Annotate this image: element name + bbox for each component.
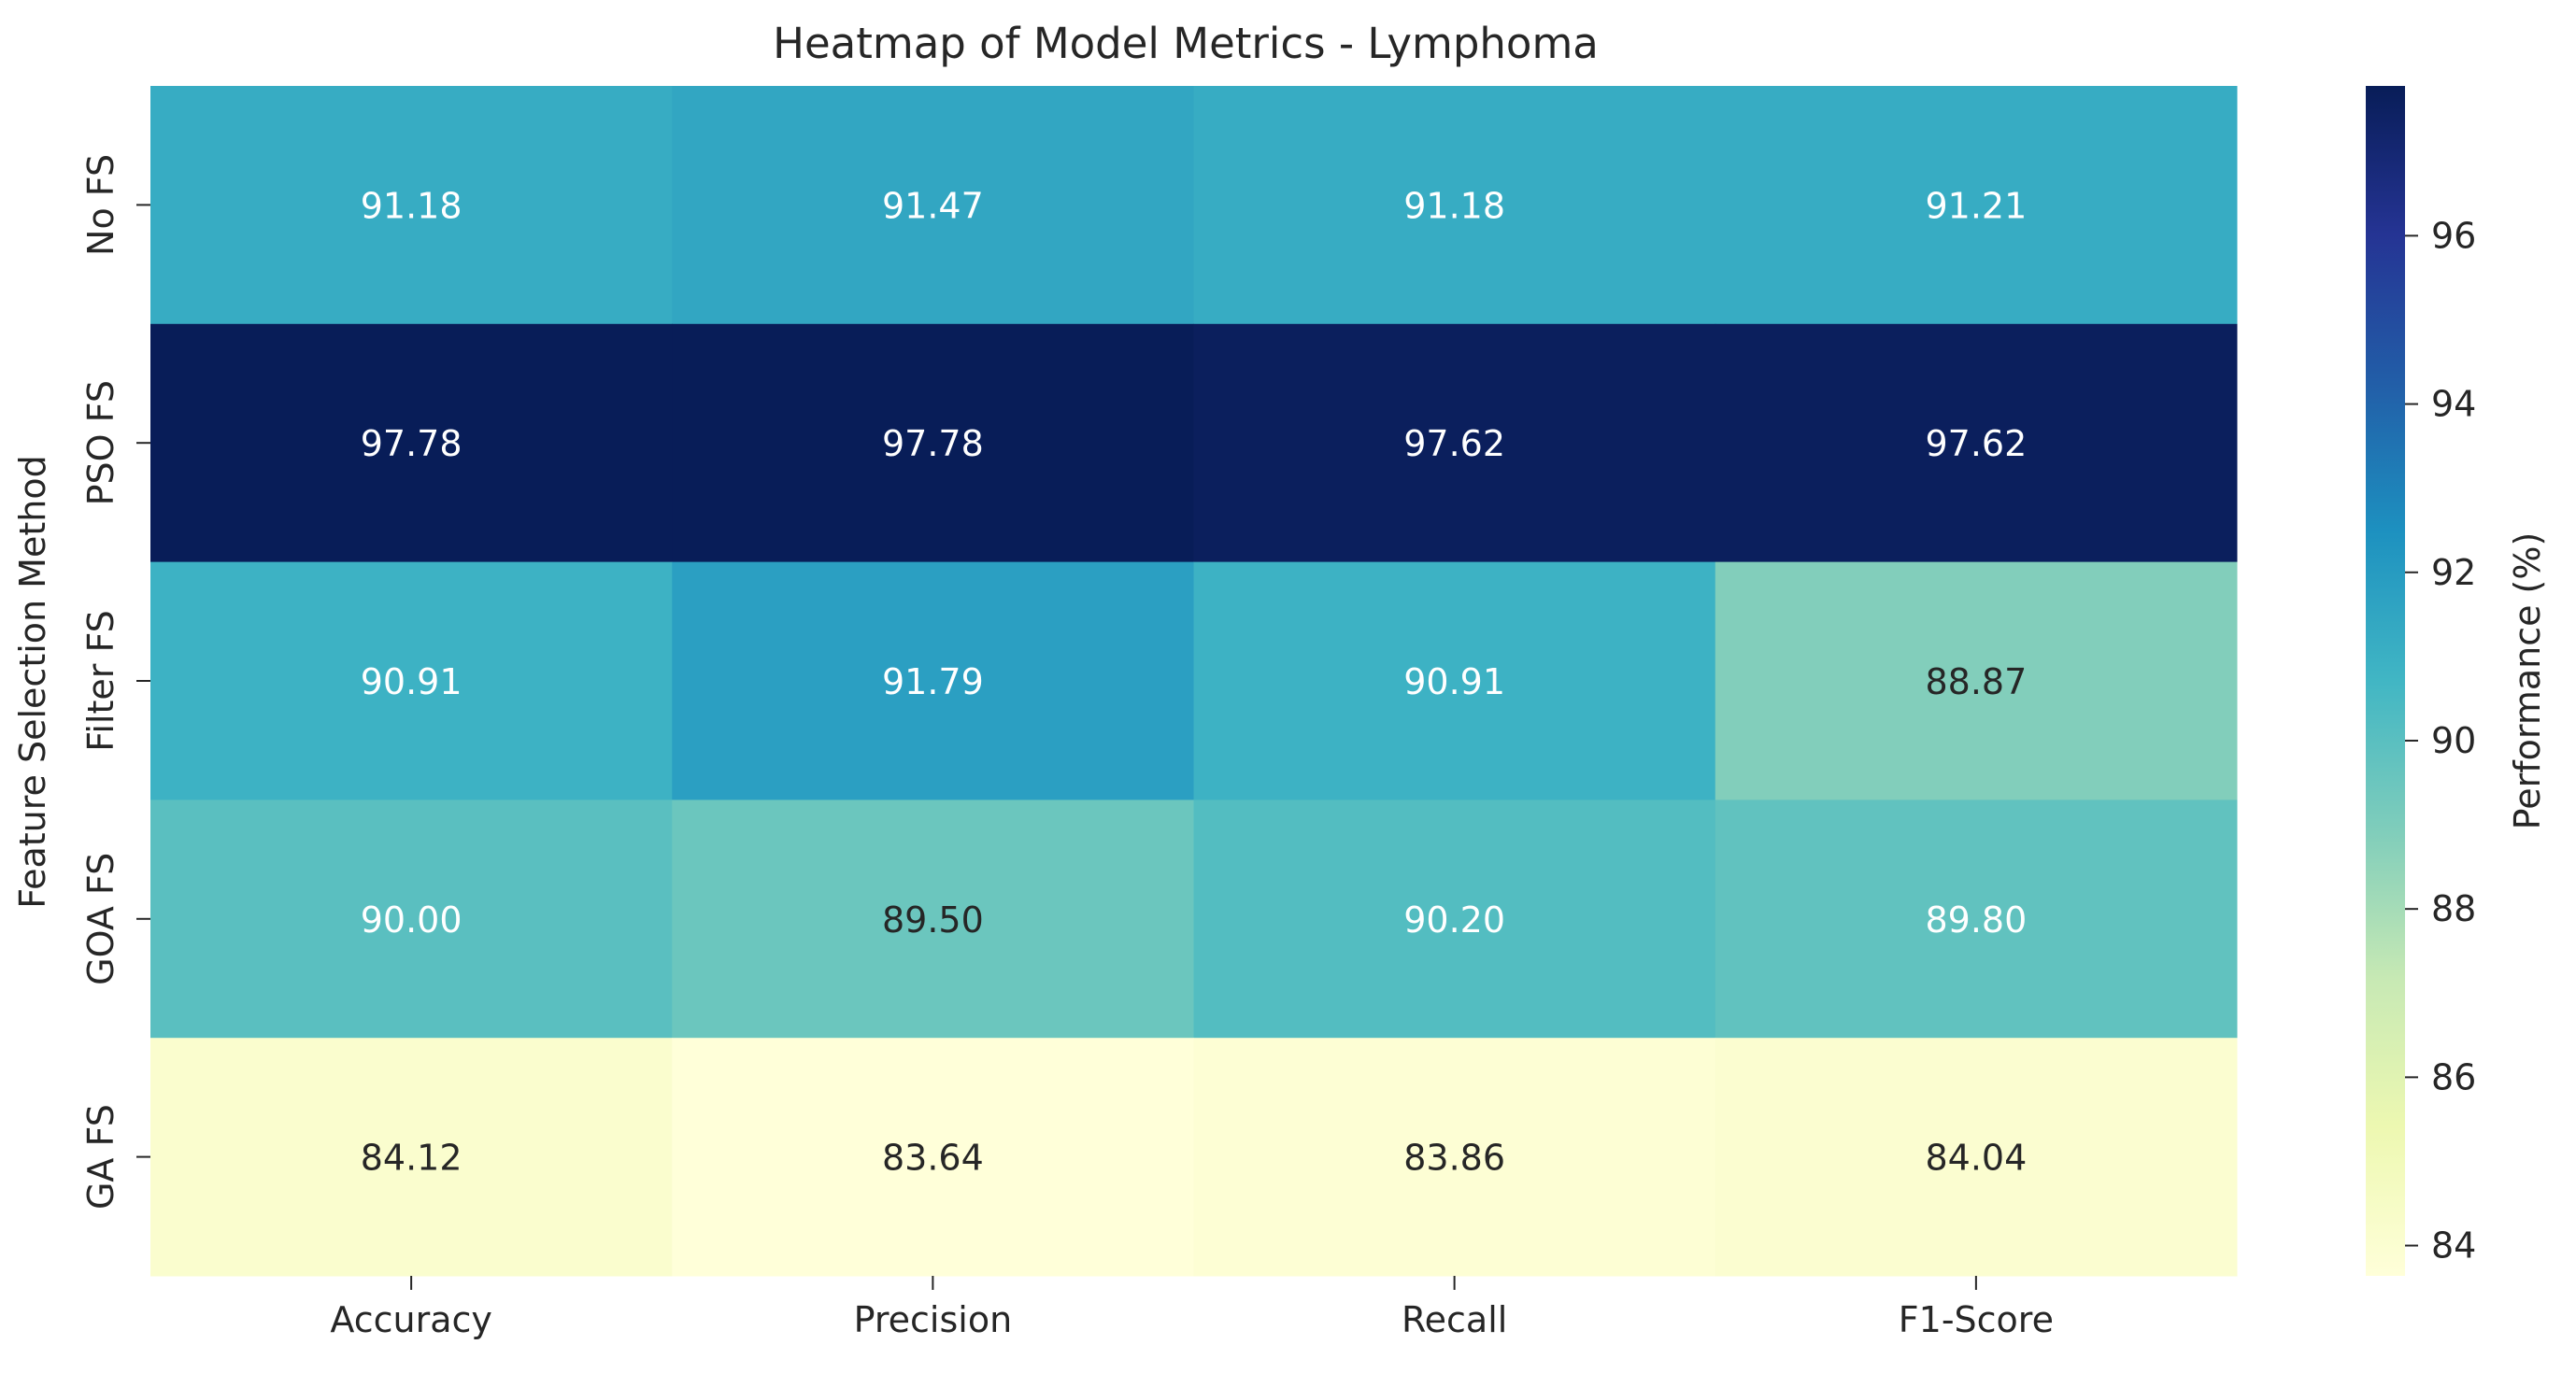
heatmap-cell-2-3	[1715, 561, 2238, 800]
cell-value-label-1-0: 97.78	[361, 423, 463, 464]
cell-value-label-4-0: 84.12	[361, 1138, 463, 1179]
chart-title: Heatmap of Model Metrics - Lymphoma	[773, 19, 1599, 68]
cell-value-label-0-2: 91.18	[1403, 185, 1505, 226]
heatmap-cell-1-2	[1193, 323, 1716, 563]
colorbar-tick-label-4: 92	[2431, 552, 2476, 593]
y-tick-label-1: PSO FS	[80, 380, 121, 505]
heatmap-cell-1-1	[672, 323, 1194, 563]
y-axis-label: Feature Selection Method	[12, 455, 53, 908]
cell-value-label-4-2: 83.86	[1403, 1138, 1505, 1179]
colorbar-tick-label-6: 96	[2431, 215, 2476, 256]
colorbar-tick-label-2: 88	[2431, 888, 2476, 929]
cell-value-label-0-0: 91.18	[361, 185, 463, 226]
cell-value-label-0-3: 91.21	[1925, 185, 2027, 226]
cell-value-label-2-3: 88.87	[1925, 661, 2027, 702]
heatmap-cell-4-1	[672, 1038, 1194, 1277]
heatmap-cell-0-0	[150, 86, 673, 325]
x-tick-label-2: Recall	[1402, 1299, 1507, 1340]
cell-value-label-3-0: 90.00	[361, 899, 463, 941]
cell-value-label-2-2: 90.91	[1403, 661, 1505, 702]
heatmap-cell-3-2	[1193, 800, 1716, 1039]
colorbar-ticks: 84 86 88 90 92 94 96	[2405, 215, 2476, 1267]
colorbar-label: Performance (%)	[2507, 532, 2548, 830]
colorbar-tick-label-3: 90	[2431, 720, 2476, 761]
cell-value-label-3-2: 90.20	[1403, 899, 1505, 941]
cell-value-label-1-2: 97.62	[1403, 423, 1505, 464]
heatmap-cell-3-3	[1715, 800, 2238, 1039]
colorbar: 84 86 88 90 92 94 96 Performance (%)	[2366, 86, 2548, 1276]
heatmap-cell-0-2	[1193, 86, 1716, 325]
cell-value-label-0-1: 91.47	[882, 185, 984, 226]
x-tick-label-0: Accuracy	[330, 1299, 492, 1340]
y-axis: No FS PSO FS Filter FS GOA FS GA FS	[80, 154, 150, 1210]
colorbar-tick-label-1: 86	[2431, 1056, 2476, 1097]
y-tick-label-2: Filter FS	[80, 610, 121, 752]
colorbar-gradient	[2366, 86, 2405, 1276]
cell-value-label-2-1: 91.79	[882, 661, 984, 702]
heatmap-cell-2-0	[150, 561, 673, 800]
cell-value-label-4-1: 83.64	[882, 1138, 984, 1179]
heatmap-cells	[150, 86, 2238, 1277]
heatmap-value-labels: 91.18 91.47 91.18 91.21 97.78 97.78 97.62 97.62…	[361, 185, 2028, 1178]
cell-value-label-1-1: 97.78	[882, 423, 984, 464]
cell-value-label-2-0: 90.91	[361, 661, 463, 702]
heatmap-cell-2-1	[672, 561, 1194, 800]
cell-value-label-4-3: 84.04	[1925, 1138, 2027, 1179]
x-axis: Accuracy Precision Recall F1-Score	[330, 1276, 2054, 1340]
heatmap-cell-4-0	[150, 1038, 673, 1277]
heatmap-cell-2-2	[1193, 561, 1716, 800]
y-tick-label-4: GA FS	[80, 1104, 121, 1210]
heatmap-cell-1-0	[150, 323, 673, 563]
heatmap-cell-1-3	[1715, 323, 2238, 563]
x-tick-label-1: Precision	[854, 1299, 1013, 1340]
heatmap-cell-3-0	[150, 800, 673, 1039]
colorbar-tick-label-0: 84	[2431, 1225, 2476, 1267]
heatmap-cell-0-3	[1715, 86, 2238, 325]
cell-value-label-1-3: 97.62	[1925, 423, 2027, 464]
y-tick-label-0: No FS	[80, 154, 121, 256]
heatmap-cell-3-1	[672, 800, 1194, 1039]
cell-value-label-3-3: 89.80	[1925, 899, 2027, 941]
heatmap-cell-4-2	[1193, 1038, 1716, 1277]
y-tick-label-3: GOA FS	[80, 853, 121, 985]
colorbar-tick-label-5: 94	[2431, 384, 2476, 425]
x-tick-label-3: F1-Score	[1899, 1299, 2054, 1340]
heatmap-cell-0-1	[672, 86, 1194, 325]
cell-value-label-3-1: 89.50	[882, 899, 984, 941]
heatmap-cell-4-3	[1715, 1038, 2238, 1277]
